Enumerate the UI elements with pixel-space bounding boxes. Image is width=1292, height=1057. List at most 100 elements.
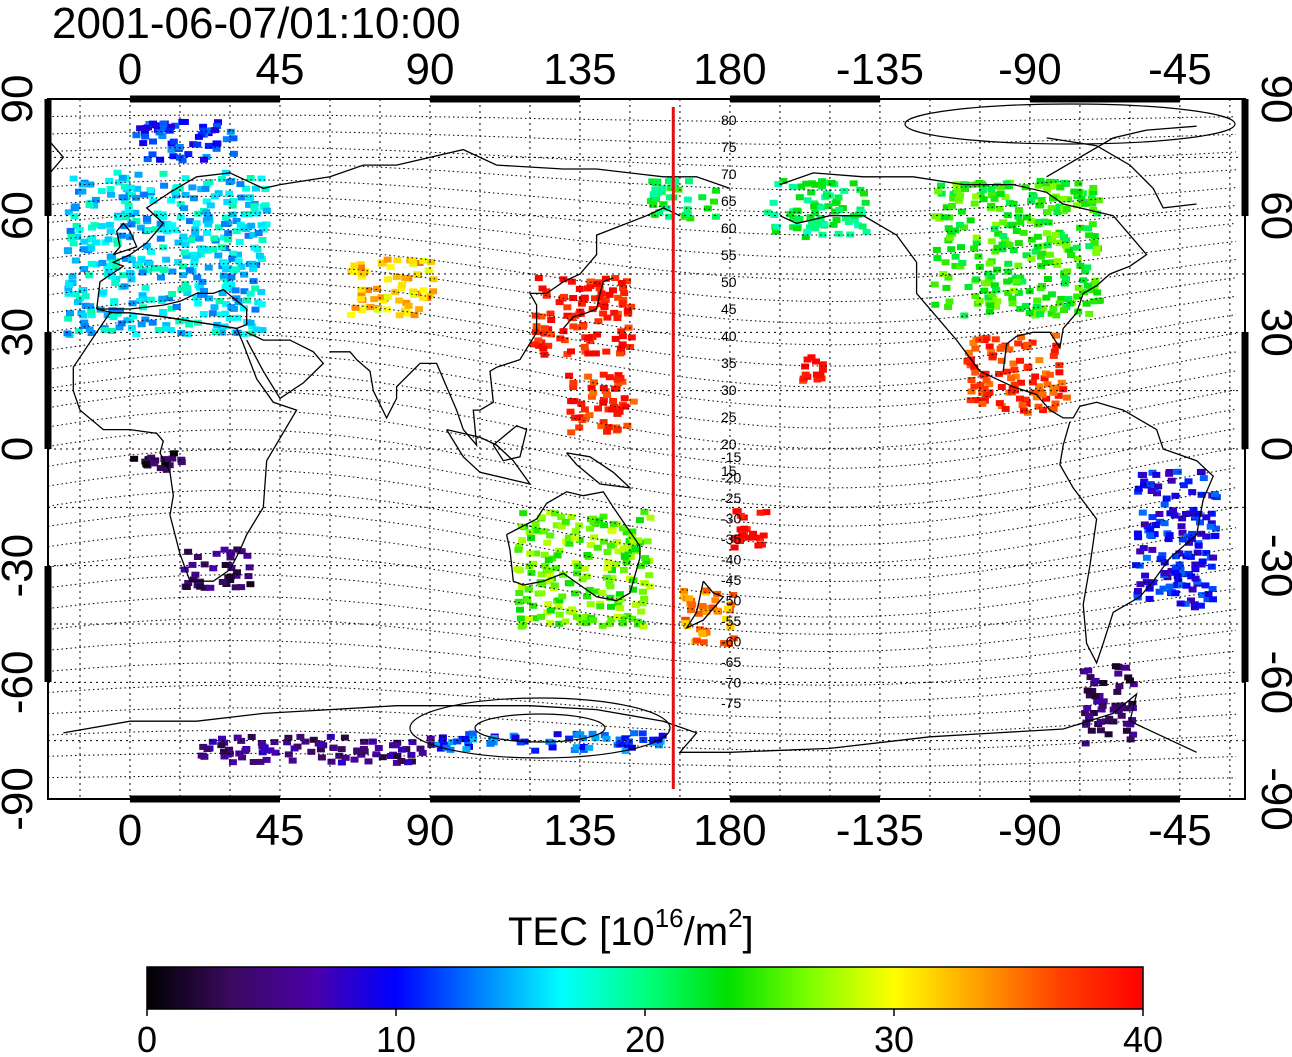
tec-cell (795, 194, 804, 201)
top-longitude-tick: 0 (118, 45, 142, 94)
tec-cell (194, 300, 203, 307)
tec-cell (169, 450, 178, 457)
tec-cell (1062, 206, 1071, 212)
tec-cell (1053, 258, 1062, 265)
tec-cell (1032, 303, 1041, 310)
tec-cell (990, 282, 999, 289)
tec-cell (1060, 280, 1069, 287)
tec-cell (248, 330, 257, 337)
left-latitude-axis: 9060300-30-60-90 (0, 75, 42, 831)
tec-cell (162, 322, 171, 329)
tec-cell (1032, 394, 1041, 401)
tec-cell (613, 376, 622, 383)
tec-cell (1065, 246, 1074, 253)
tec-cell (1140, 521, 1149, 528)
right-latitude-tick: 90 (1252, 75, 1292, 124)
tec-cell (408, 739, 417, 746)
tec-cell (616, 741, 625, 748)
tec-cell (1010, 366, 1019, 373)
contour-label: 15 (721, 463, 737, 479)
tec-cell (649, 201, 658, 208)
tec-cell (527, 569, 536, 576)
tec-cell (1002, 368, 1011, 375)
tec-cell (515, 590, 524, 596)
tec-cell (1089, 710, 1098, 716)
tec-cell (601, 275, 610, 282)
tec-cell (686, 215, 695, 222)
tec-cell (103, 263, 112, 270)
tec-cell (1209, 596, 1217, 603)
tec-cell (585, 586, 594, 593)
tec-cell (136, 224, 145, 231)
tec-cell (214, 224, 223, 231)
tec-cell (546, 620, 555, 627)
tec-cell (606, 542, 615, 549)
tec-cell (801, 371, 810, 378)
tec-cell (231, 584, 240, 591)
tec-cell (1019, 407, 1028, 414)
tec-cell (222, 300, 231, 307)
tec-cell (204, 213, 213, 220)
tec-cell (1064, 296, 1073, 302)
tec-cell (692, 637, 701, 644)
tec-cell (222, 266, 230, 272)
tec-cell (368, 738, 377, 745)
tec-cell (1055, 300, 1064, 307)
top-longitude-tick: -45 (1148, 45, 1212, 94)
tec-cell (249, 278, 258, 285)
tec-cell (257, 289, 266, 295)
tec-cell (180, 249, 189, 256)
tec-cell (1170, 512, 1179, 519)
tec-cell (543, 539, 552, 546)
tec-cell (812, 358, 820, 365)
tec-cell (184, 548, 193, 555)
tec-cell (67, 235, 76, 242)
tec-cell (246, 175, 255, 181)
tec-cell (1051, 232, 1060, 238)
tec-cell (639, 737, 648, 743)
tec-cell (772, 228, 780, 235)
tec-cell (584, 334, 593, 341)
tec-cell (1044, 219, 1053, 226)
tec-cell (1134, 588, 1142, 594)
tec-cell (1202, 514, 1211, 521)
tec-cell (149, 198, 158, 205)
tec-cell (559, 276, 568, 283)
tec-cell (80, 238, 89, 245)
tec-cell (1056, 231, 1065, 238)
tec-cell (126, 211, 135, 218)
tec-cell (518, 537, 527, 544)
coastline (72, 312, 298, 582)
top-longitude-tick: -90 (998, 45, 1062, 94)
tec-cell (156, 465, 165, 472)
tec-cell (751, 534, 760, 541)
tec-cell (173, 184, 182, 191)
tec-cell (729, 592, 738, 598)
tec-cell (231, 287, 240, 294)
tec-cell (844, 219, 853, 225)
tec-cell (580, 565, 589, 572)
tec-cell (665, 213, 673, 220)
tec-cell (1017, 379, 1025, 386)
tec-cell (283, 739, 292, 746)
tec-cell (64, 285, 73, 292)
tec-cell (1016, 274, 1025, 281)
tec-cell (131, 209, 140, 216)
tec-cell (245, 201, 254, 208)
tec-cell (1142, 554, 1151, 561)
tec-cell (1140, 478, 1149, 485)
tec-cell (122, 214, 131, 221)
tec-cell (609, 520, 618, 527)
tec-cell (159, 244, 168, 251)
tec-cell (378, 260, 387, 267)
tec-cell (1074, 180, 1083, 187)
tec-cell (659, 201, 668, 208)
tec-cell (603, 392, 612, 398)
tec-cell (540, 528, 549, 535)
tec-cell (232, 228, 241, 235)
tec-cell (200, 156, 208, 163)
tec-cell (351, 269, 360, 275)
tec-cell (1136, 548, 1145, 555)
contour-label: 40 (721, 328, 737, 344)
bottom-longitude-tick: -90 (998, 806, 1062, 855)
